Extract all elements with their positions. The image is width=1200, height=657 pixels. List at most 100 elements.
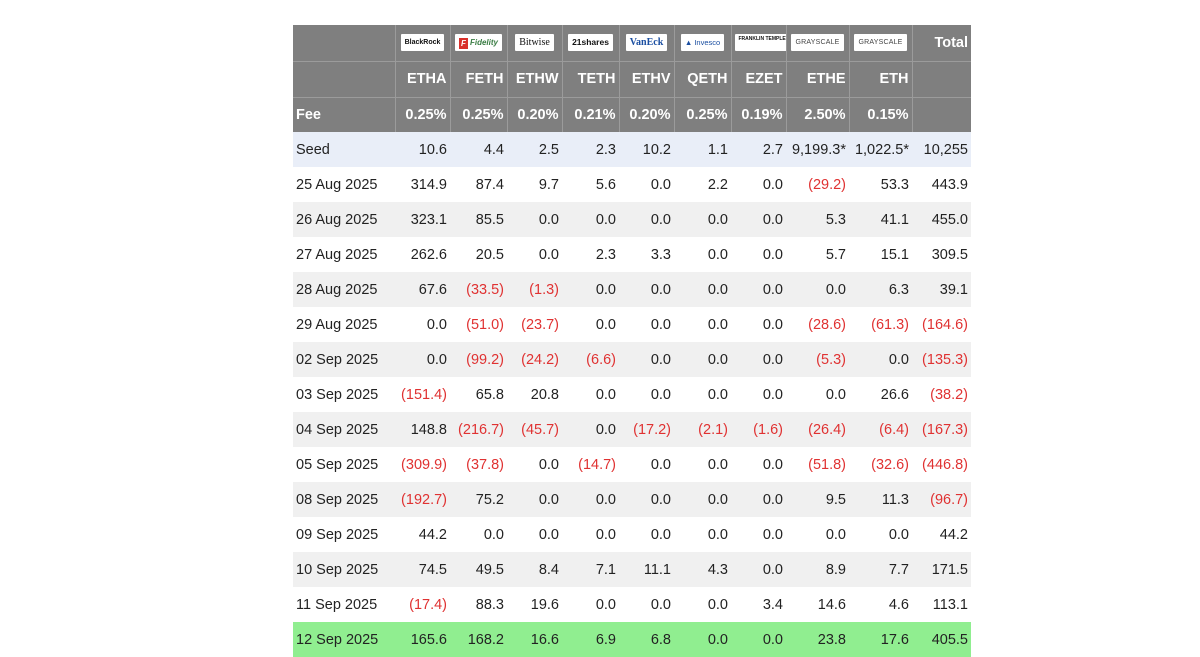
- issuer-logo-cell: VanEck: [619, 25, 675, 62]
- fee-value: 0.25%: [395, 97, 451, 132]
- flow-value-cell: 20.5: [475, 246, 504, 263]
- invesco-logo: ▲ Invesco: [680, 34, 725, 52]
- flow-row: 27 Aug 2025 262.6 20.5 0.0 2.3 3.3 0.0 0.0 5.7 15…: [293, 237, 971, 272]
- flow-value-cell: 3.3: [650, 246, 671, 263]
- flow-value-cell: 148.8: [410, 421, 447, 438]
- flow-value-cell: 15.1: [880, 246, 909, 263]
- flow-value-cell: 0.0: [762, 561, 783, 578]
- flow-value-cell: 6.8: [650, 631, 671, 648]
- flow-value-cell: 0.0: [707, 596, 728, 613]
- flow-table-body: Seed 10.6 4.4 2.5 2.3 10.2 1.1 2.7 9,199.3* 1,022…: [293, 132, 971, 657]
- flow-value-cell: 0.0: [707, 491, 728, 508]
- flow-value-cell: 1.1: [707, 141, 728, 158]
- flow-value-cell: 5.6: [595, 176, 616, 193]
- flow-value-cell: (6.4): [879, 421, 909, 438]
- flow-value-cell: 6.9: [595, 631, 616, 648]
- row-date-label: 27 Aug 2025: [296, 246, 378, 263]
- flow-value-cell: 0.0: [426, 316, 447, 333]
- flow-value-cell: 4.3: [707, 561, 728, 578]
- row-total-cell: (38.2): [930, 386, 968, 403]
- flow-value-cell: 0.0: [707, 281, 728, 298]
- seed-row: Seed 10.6 4.4 2.5 2.3 10.2 1.1 2.7 9,199.3* 1,022…: [293, 132, 971, 167]
- grayscale-logo: GRAYSCALE: [854, 34, 907, 52]
- ticker-header: ETHA: [395, 61, 451, 98]
- flow-value-cell: 0.0: [888, 526, 909, 543]
- flow-value-cell: 0.0: [650, 351, 671, 368]
- flow-value-cell: 0.0: [707, 211, 728, 228]
- flow-value-cell: (33.5): [466, 281, 504, 298]
- flow-row: 26 Aug 2025 323.1 85.5 0.0 0.0 0.0 0.0 0.0 5.3 41…: [293, 202, 971, 237]
- flow-value-cell: 6.3: [888, 281, 909, 298]
- flow-row: 11 Sep 2025 (17.4) 88.3 19.6 0.0 0.0 0.0 3.4 14.…: [293, 587, 971, 622]
- fee-value: 0.19%: [731, 97, 787, 132]
- flow-value-cell: 0.0: [538, 491, 559, 508]
- fee-value: 2.50%: [786, 97, 850, 132]
- flow-value-cell: (17.2): [633, 421, 671, 438]
- flow-value-cell: 0.0: [650, 456, 671, 473]
- row-total-cell: 171.5: [931, 561, 968, 578]
- flow-value-cell: 10.6: [418, 141, 447, 158]
- fee-total-cell: [912, 97, 971, 132]
- ticker-header: ETHV: [619, 61, 675, 98]
- flow-value-cell: 87.4: [475, 176, 504, 193]
- row-date-label: 29 Aug 2025: [296, 316, 378, 333]
- flow-value-cell: 0.0: [595, 316, 616, 333]
- flow-value-cell: 0.0: [825, 386, 846, 403]
- flow-value-cell: (17.4): [409, 596, 447, 613]
- flow-value-cell: (6.6): [586, 351, 616, 368]
- flow-value-cell: 0.0: [762, 526, 783, 543]
- flow-value-cell: 0.0: [762, 246, 783, 263]
- issuer-logo-cell: GRAYSCALE: [849, 25, 913, 62]
- flow-value-cell: 75.2: [475, 491, 504, 508]
- flow-row: 28 Aug 2025 67.6 (33.5) (1.3) 0.0 0.0 0.0 0.0 0.…: [293, 272, 971, 307]
- flow-value-cell: (51.0): [466, 316, 504, 333]
- flow-value-cell: (216.7): [458, 421, 504, 438]
- ticker-header: ETHW: [507, 61, 563, 98]
- flow-value-cell: 9.7: [538, 176, 559, 193]
- fee-value: 0.20%: [507, 97, 563, 132]
- flow-value-cell: 0.0: [650, 596, 671, 613]
- flow-value-cell: (5.3): [816, 351, 846, 368]
- fee-row: Fee 0.25% 0.25% 0.20% 0.21% 0.20% 0.25% …: [293, 97, 971, 132]
- flow-value-cell: 10.2: [642, 141, 671, 158]
- row-total-cell: 405.5: [931, 631, 968, 648]
- 21shares-logo: 21shares: [568, 34, 613, 52]
- flow-value-cell: (99.2): [466, 351, 504, 368]
- flow-value-cell: 0.0: [707, 526, 728, 543]
- flow-value-cell: 9,199.3*: [791, 141, 846, 158]
- ticker-header: QETH: [674, 61, 732, 98]
- row-date-label: Seed: [296, 141, 330, 158]
- flow-row: 29 Aug 2025 0.0 (51.0) (23.7) 0.0 0.0 0.0 0.0 (2…: [293, 307, 971, 342]
- row-total-cell: 113.1: [932, 596, 968, 613]
- flow-value-cell: 0.0: [650, 211, 671, 228]
- flow-value-cell: 0.0: [538, 246, 559, 263]
- row-date-label: 08 Sep 2025: [296, 491, 379, 508]
- issuer-logo-row: BlackRock F Fidelity Bitwise 21shares Van…: [293, 25, 971, 62]
- flow-value-cell: 0.0: [825, 526, 846, 543]
- blackrock-logo: BlackRock: [400, 34, 445, 52]
- flow-row: 09 Sep 2025 44.2 0.0 0.0 0.0 0.0 0.0 0.0 0.0 0.0 4…: [293, 517, 971, 552]
- row-date-label: 10 Sep 2025: [296, 561, 379, 578]
- flow-value-cell: 19.6: [530, 596, 559, 613]
- flow-value-cell: 2.2: [707, 176, 728, 193]
- row-total-cell: (167.3): [922, 421, 968, 438]
- row-total-cell: 44.2: [939, 526, 968, 543]
- flow-value-cell: 0.0: [762, 316, 783, 333]
- fee-value: 0.21%: [562, 97, 620, 132]
- flow-value-cell: 0.0: [707, 631, 728, 648]
- flow-value-cell: 0.0: [707, 351, 728, 368]
- flow-row: 05 Sep 2025 (309.9) (37.8) 0.0 (14.7) 0.0 0.0 0…: [293, 447, 971, 482]
- row-total-cell: 443.9: [931, 176, 968, 193]
- flow-value-cell: 0.0: [762, 281, 783, 298]
- flow-value-cell: (151.4): [401, 386, 447, 403]
- flow-value-cell: 0.0: [707, 386, 728, 403]
- flow-value-cell: 16.6: [530, 631, 559, 648]
- row-date-label: 26 Aug 2025: [296, 211, 378, 228]
- flow-value-cell: 65.8: [475, 386, 504, 403]
- fee-label: Fee: [293, 97, 396, 132]
- flow-value-cell: 2.7: [762, 141, 783, 158]
- flow-value-cell: 0.0: [426, 351, 447, 368]
- fee-value: 0.25%: [674, 97, 732, 132]
- flow-value-cell: (45.7): [521, 421, 559, 438]
- flow-value-cell: 2.3: [595, 141, 616, 158]
